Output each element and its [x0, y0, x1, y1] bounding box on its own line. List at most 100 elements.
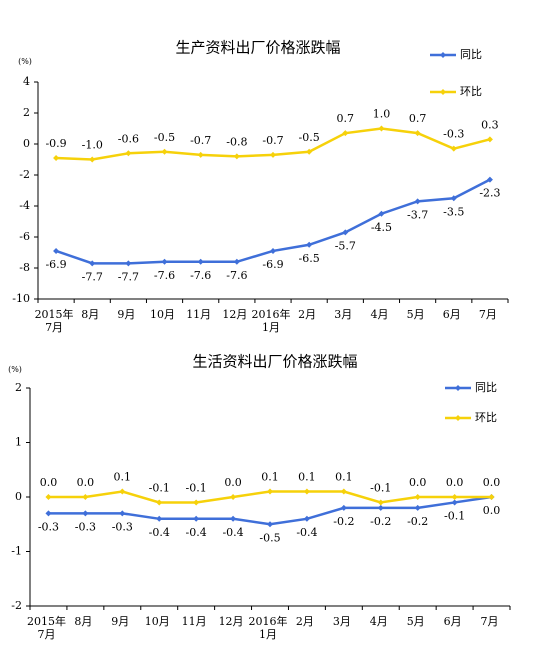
point: [306, 148, 313, 155]
point: [161, 148, 168, 155]
legend-marker: [440, 89, 446, 95]
value-label: 0.0: [483, 504, 501, 517]
y-tick-label: 1: [15, 436, 22, 449]
x-tick-label: 5月: [407, 308, 425, 321]
point: [340, 488, 347, 495]
value-label: -2.3: [479, 187, 500, 200]
y-tick-label: -4: [19, 199, 30, 212]
point: [161, 258, 168, 265]
legend-marker: [455, 385, 461, 391]
point: [378, 125, 385, 132]
value-label: -7.7: [82, 270, 103, 283]
x-tick-label: 10月: [145, 615, 170, 628]
y-tick-label: -10: [12, 292, 30, 305]
x-tick-label: 6月: [443, 308, 461, 321]
value-label: -0.5: [154, 131, 175, 144]
value-label: -5.7: [335, 239, 356, 252]
point: [414, 198, 421, 205]
point: [267, 488, 273, 495]
value-label: -0.6: [118, 132, 139, 145]
y-tick-label: -1: [11, 545, 22, 558]
value-label: 0.0: [483, 476, 501, 489]
y-tick-label: -8: [19, 261, 30, 274]
chart-title: 生活资料出厂价格涨跌幅: [192, 353, 357, 371]
point: [303, 515, 310, 522]
y-tick-label: 0: [23, 137, 30, 150]
point: [488, 494, 495, 500]
point: [119, 488, 126, 495]
y-unit: (%): [8, 365, 22, 374]
point: [450, 195, 457, 202]
point: [486, 176, 493, 183]
y-tick-label: -2: [11, 599, 22, 612]
x-tick-label: 8月: [81, 308, 99, 321]
legend-label: 同比: [460, 48, 482, 61]
value-label: -0.1: [186, 481, 207, 494]
x-tick-label: 6月: [444, 615, 462, 628]
value-label: -6.5: [299, 252, 320, 265]
point: [451, 494, 458, 500]
value-label: 0.1: [114, 471, 132, 484]
value-label: -0.3: [75, 520, 96, 533]
x-tick-label: 2月: [296, 615, 314, 628]
value-label: -7.6: [226, 269, 247, 282]
x-tick-label: 2月: [298, 308, 316, 321]
value-label: -0.1: [370, 481, 391, 494]
value-label: -7.6: [154, 269, 175, 282]
y-tick-label: -2: [19, 168, 30, 181]
point: [125, 150, 132, 157]
value-label: -6.9: [262, 258, 283, 271]
point: [193, 499, 200, 506]
x-tick-label: 12月: [219, 615, 244, 628]
point: [89, 260, 96, 267]
value-label: -0.2: [333, 515, 354, 528]
point: [378, 210, 385, 217]
point: [270, 151, 276, 158]
value-label: -0.2: [407, 515, 428, 528]
value-label: 0.0: [224, 476, 242, 489]
value-label: 0.1: [298, 471, 316, 484]
value-label: -0.2: [370, 515, 391, 528]
point: [230, 515, 237, 522]
legend-label: 同比: [475, 381, 497, 394]
point: [414, 504, 421, 511]
value-label: -0.1: [444, 509, 465, 522]
point: [82, 494, 89, 500]
legend-label: 环比: [460, 85, 482, 98]
value-label: -0.5: [259, 531, 280, 544]
value-label: -0.4: [149, 526, 170, 539]
y-tick-label: 4: [23, 75, 30, 88]
point: [193, 515, 200, 522]
x-tick-label: 3月: [334, 308, 352, 321]
value-label: 0.7: [409, 112, 427, 125]
point: [267, 521, 273, 528]
value-label: -0.4: [186, 526, 207, 539]
x-tick-label: 2015年 7月: [35, 307, 74, 334]
value-label: 0.3: [481, 118, 499, 131]
point: [53, 154, 60, 161]
point: [230, 494, 237, 500]
value-label: -0.4: [222, 526, 243, 539]
legend-label: 环比: [475, 411, 497, 424]
y-unit: (%): [18, 57, 32, 66]
value-label: -3.5: [443, 205, 464, 218]
point: [450, 145, 457, 152]
x-tick-label: 2016年 1月: [249, 614, 288, 641]
x-tick-label: 9月: [117, 308, 135, 321]
point: [197, 151, 204, 158]
x-tick-label: 8月: [74, 615, 92, 628]
x-tick-label: 7月: [481, 615, 499, 628]
x-tick-label: 3月: [333, 615, 351, 628]
point: [197, 258, 204, 265]
point: [414, 494, 421, 500]
x-tick-label: 10月: [150, 308, 175, 321]
chart-title: 生产资料出厂价格涨跌幅: [175, 39, 340, 57]
point: [156, 515, 163, 522]
value-label: -1.0: [82, 139, 103, 152]
point: [45, 510, 52, 517]
value-label: -0.4: [296, 526, 317, 539]
x-tick-label: 12月: [222, 308, 247, 321]
value-label: 0.0: [446, 476, 464, 489]
point: [340, 504, 347, 511]
